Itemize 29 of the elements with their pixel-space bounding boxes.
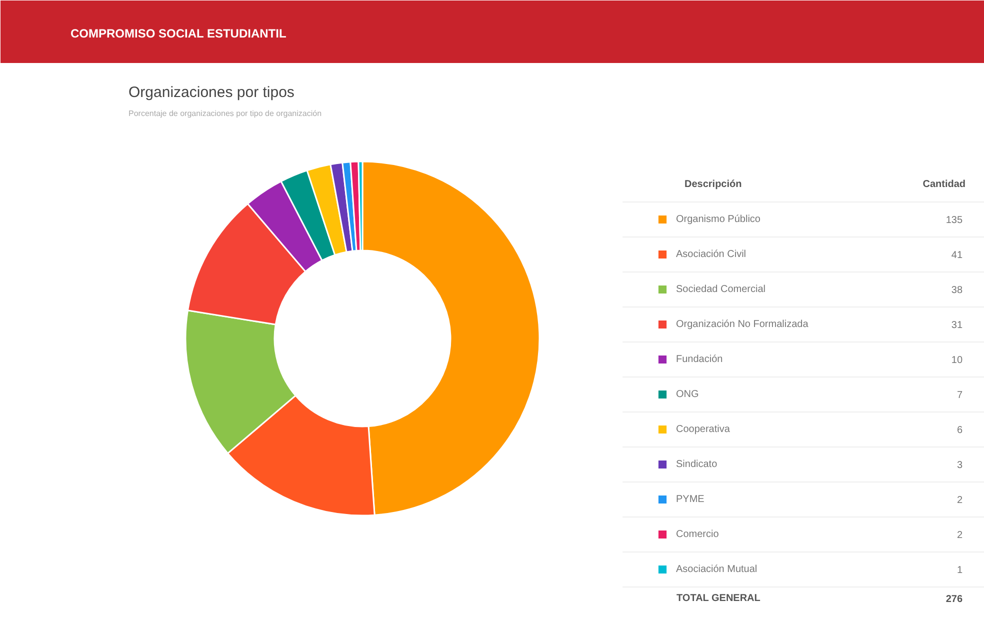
data-label: 1 <box>956 565 963 576</box>
data-label: 135 <box>946 215 963 226</box>
legend-label: Fundación <box>676 352 723 366</box>
data-label: 41 <box>951 250 963 261</box>
data-label: 2 <box>956 495 963 506</box>
legend-label: ONG <box>676 388 699 402</box>
data-label: 6 <box>956 425 963 436</box>
chart-title: Organizaciones por tipos <box>128 84 294 101</box>
data-label: 10 <box>951 355 963 366</box>
text: 276 <box>946 594 963 605</box>
text: Cantidad <box>922 179 966 190</box>
data-label: 38 <box>951 285 963 296</box>
text: Descripción <box>684 179 742 190</box>
text: TOTAL GENERAL <box>676 593 760 604</box>
legend-label: PYME <box>676 492 704 506</box>
data-label: 7 <box>956 390 963 401</box>
text: COMPROMISO SOCIAL ESTUDIANTIL <box>70 26 286 40</box>
chart-subtitle: Porcentaje de organizaciones por tipo de organización <box>128 109 322 118</box>
legend-label: Organismo Público <box>676 212 760 226</box>
legend-label: Sociedad Comercial <box>676 282 766 296</box>
legend-label: Sindicato <box>676 458 718 472</box>
data-label: 2 <box>956 530 963 541</box>
legend-label: Cooperativa <box>676 422 730 436</box>
data-label: 3 <box>956 460 963 471</box>
legend-label: Asociación Mutual <box>676 562 758 576</box>
legend-label: Organización No Formalizada <box>676 318 808 332</box>
data-label: 31 <box>951 320 963 331</box>
legend-label: Comercio <box>676 528 719 542</box>
legend-label: Asociación Civil <box>676 248 746 262</box>
